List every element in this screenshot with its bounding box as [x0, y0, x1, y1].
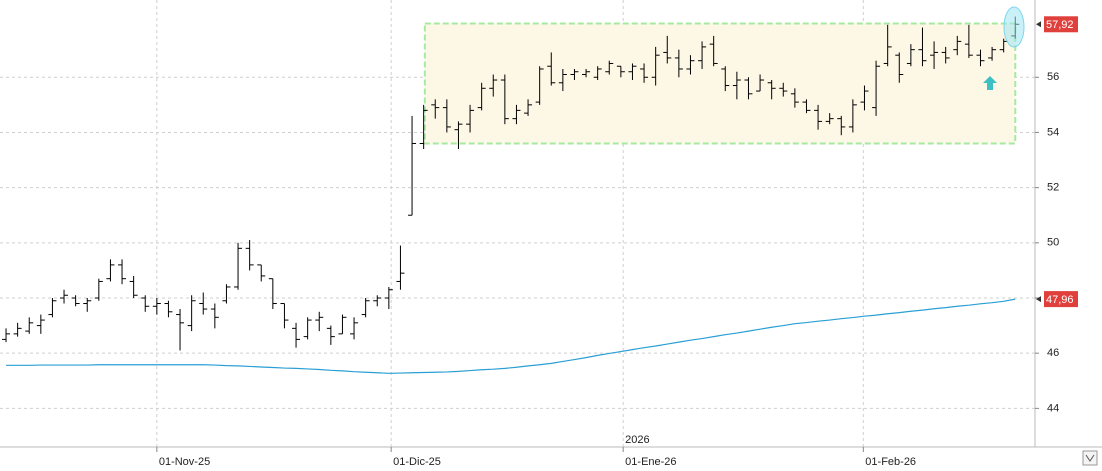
axes: 4446485052545601-Nov-2501-Dic-2501-Ene-2… — [156, 16, 1078, 468]
price-pointer — [1036, 296, 1041, 303]
annotation-box — [423, 22, 1017, 145]
y-tick-label: 54 — [1047, 126, 1059, 138]
y-tick-label: 46 — [1047, 347, 1059, 359]
y-tick-label: 52 — [1047, 182, 1059, 194]
x-tick-label: 01-Ene-26 — [625, 456, 676, 468]
x-tick-label: 01-Dic-25 — [393, 456, 441, 468]
x-tick-label: 01-Feb-26 — [865, 456, 916, 468]
y-tick-label: 50 — [1047, 237, 1059, 249]
scroll-icon — [1085, 454, 1095, 462]
x-tick-label: 01-Nov-25 — [159, 456, 210, 468]
y-tick-label: 44 — [1047, 402, 1059, 414]
year-label: 2026 — [625, 434, 649, 446]
price-box — [1044, 16, 1078, 33]
plot — [2, 16, 1020, 374]
y-tick-label: 56 — [1047, 71, 1059, 83]
highlight-ellipse — [1003, 6, 1025, 48]
up-arrow — [983, 76, 997, 90]
range-box — [423, 22, 1017, 145]
price-label: 47,96 — [1046, 294, 1074, 306]
moving-average — [6, 298, 1016, 374]
price-pointer — [1036, 21, 1041, 28]
scroll-button[interactable] — [1082, 450, 1098, 466]
price-label: 57,92 — [1046, 19, 1074, 31]
price-box — [1044, 291, 1078, 308]
